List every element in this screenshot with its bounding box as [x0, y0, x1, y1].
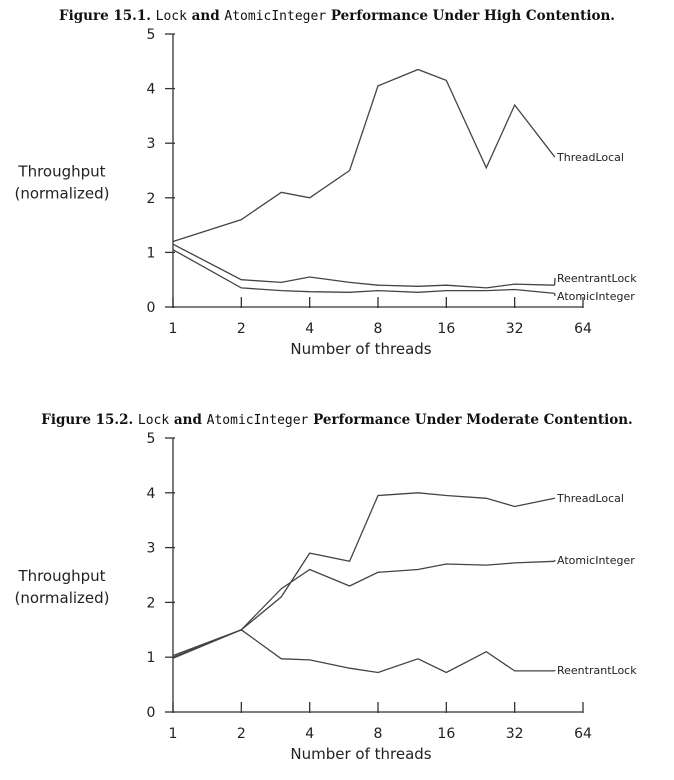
- series-label-atomicinteger: AtomicInteger: [557, 290, 635, 303]
- y-tick-label: 2: [147, 191, 156, 207]
- y-tick-label: 3: [147, 541, 156, 557]
- x-tick-label: 16: [437, 726, 455, 742]
- y-tick-label: 0: [147, 705, 156, 721]
- x-tick-label: 1: [169, 321, 178, 337]
- x-tick-label: 2: [237, 726, 246, 742]
- x-tick-label: 8: [374, 726, 383, 742]
- x-tick-label: 16: [437, 321, 455, 337]
- x-tick-label: 32: [506, 321, 524, 337]
- x-tick-label: 4: [305, 321, 314, 337]
- y-axis-title: (normalized): [14, 185, 109, 203]
- y-tick-label: 4: [147, 82, 156, 98]
- x-tick-label: 4: [305, 726, 314, 742]
- y-tick-label: 1: [147, 245, 156, 261]
- x-tick-label: 8: [374, 321, 383, 337]
- y-axis-title: (normalized): [14, 589, 109, 607]
- y-tick-label: 5: [147, 27, 156, 43]
- series-line-reentrantlock: [173, 630, 555, 673]
- series-label-reentrantlock: ReentrantLock: [557, 272, 637, 285]
- series-label-threadlocal: ThreadLocal: [556, 492, 624, 505]
- x-tick-label: 64: [574, 726, 592, 742]
- x-axis-title: Number of threads: [290, 745, 431, 763]
- y-tick-label: 5: [147, 431, 156, 447]
- x-tick-label: 64: [574, 321, 592, 337]
- series-label-atomicinteger: AtomicInteger: [557, 554, 635, 567]
- x-axis-title: Number of threads: [290, 340, 431, 358]
- y-tick-label: 3: [147, 136, 156, 152]
- series-line-atomicinteger: [173, 561, 555, 655]
- y-tick-label: 4: [147, 486, 156, 502]
- series-label-reentrantlock: ReentrantLock: [557, 664, 637, 677]
- y-tick-label: 0: [147, 300, 156, 316]
- x-tick-label: 1: [169, 726, 178, 742]
- series-label-threadlocal: ThreadLocal: [556, 151, 624, 164]
- series-line-threadlocal: [173, 493, 555, 657]
- x-tick-label: 32: [506, 726, 524, 742]
- y-axis-title: Throughput: [17, 567, 105, 585]
- y-axis-title: Throughput: [17, 163, 105, 181]
- series-line-threadlocal: [173, 70, 555, 242]
- x-tick-label: 2: [237, 321, 246, 337]
- y-tick-label: 1: [147, 650, 156, 666]
- y-tick-label: 2: [147, 595, 156, 611]
